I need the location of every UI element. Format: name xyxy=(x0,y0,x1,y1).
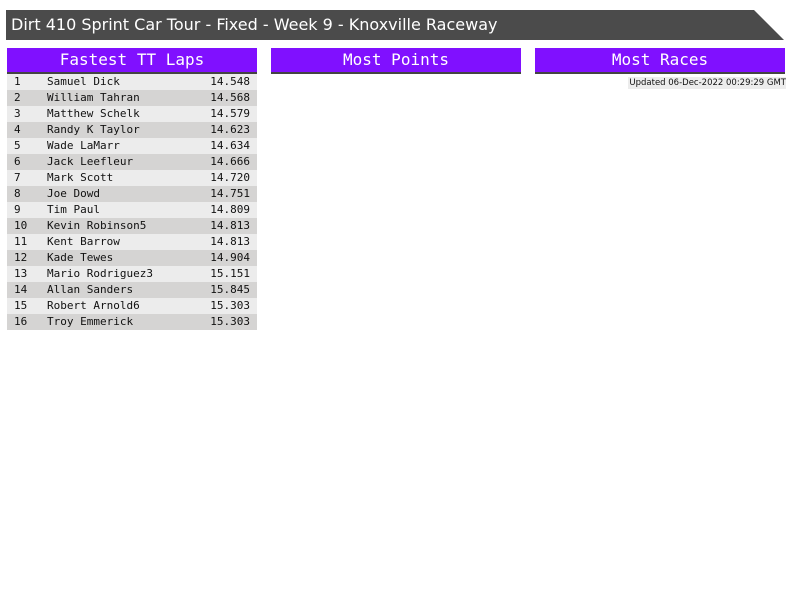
table-row: 4 Randy K Taylor 14.623 xyxy=(7,122,257,138)
lap-time-cell: 14.579 xyxy=(210,107,250,120)
driver-name-cell: Kent Barrow xyxy=(47,235,120,248)
driver-name-cell: Tim Paul xyxy=(47,203,100,216)
page-title: Dirt 410 Sprint Car Tour - Fixed - Week … xyxy=(6,10,784,40)
table-row: 16 Troy Emmerick 15.303 xyxy=(7,314,257,330)
table-row: 3 Matthew Schelk 14.579 xyxy=(7,106,257,122)
driver-name-cell: Kade Tewes xyxy=(47,251,114,264)
rank-cell: 2 xyxy=(14,91,21,104)
lap-time-cell: 15.303 xyxy=(210,315,250,328)
lap-time-cell: 14.568 xyxy=(210,91,250,104)
lap-time-cell: 15.303 xyxy=(210,299,250,312)
rank-cell: 1 xyxy=(14,75,21,88)
lap-time-cell: 14.813 xyxy=(210,235,250,248)
rank-cell: 15 xyxy=(14,299,28,312)
rank-cell: 3 xyxy=(14,107,21,120)
lap-time-cell: 14.720 xyxy=(210,171,250,184)
table-row: 11 Kent Barrow 14.813 xyxy=(7,234,257,250)
rank-cell: 10 xyxy=(14,219,28,232)
table-row: 8 Joe Dowd 14.751 xyxy=(7,186,257,202)
lap-time-cell: 14.548 xyxy=(210,75,250,88)
lap-time-cell: 14.751 xyxy=(210,187,250,200)
rank-cell: 16 xyxy=(14,315,28,328)
rank-cell: 13 xyxy=(14,267,28,280)
lap-time-cell: 14.904 xyxy=(210,251,250,264)
driver-name-cell: William Tahran xyxy=(47,91,140,104)
driver-name-cell: Troy Emmerick xyxy=(47,315,134,328)
table-row: 1 Samuel Dick 14.548 xyxy=(7,74,257,90)
driver-name-cell: Wade LaMarr xyxy=(47,139,120,152)
lap-time-cell: 15.845 xyxy=(210,283,250,296)
lap-time-cell: 14.623 xyxy=(210,123,250,136)
updated-timestamp: Updated 06-Dec-2022 00:29:29 GMT xyxy=(628,77,786,89)
table-row: 15 Robert Arnold6 15.303 xyxy=(7,298,257,314)
rank-cell: 8 xyxy=(14,187,21,200)
table-row: 9 Tim Paul 14.809 xyxy=(7,202,257,218)
rank-cell: 9 xyxy=(14,203,21,216)
table-row: 5 Wade LaMarr 14.634 xyxy=(7,138,257,154)
fastest-laps-panel: Fastest TT Laps 1 Samuel Dick 14.548 2 Willi… xyxy=(7,48,257,330)
driver-name-cell: Mark Scott xyxy=(47,171,114,184)
lap-time-cell: 14.809 xyxy=(210,203,250,216)
table-row: 7 Mark Scott 14.720 xyxy=(7,170,257,186)
fastest-laps-table: 1 Samuel Dick 14.548 2 William Tahran 14.568 3… xyxy=(7,74,257,330)
lap-time-cell: 14.634 xyxy=(210,139,250,152)
rank-cell: 5 xyxy=(14,139,21,152)
most-races-panel: Most Races xyxy=(535,48,785,74)
table-row: 10 Kevin Robinson5 14.813 xyxy=(7,218,257,234)
driver-name-cell: Mario Rodriguez3 xyxy=(47,267,153,280)
most-races-header: Most Races xyxy=(535,48,785,74)
rank-cell: 11 xyxy=(14,235,28,248)
most-points-header: Most Points xyxy=(271,48,521,74)
rank-cell: 12 xyxy=(14,251,28,264)
driver-name-cell: Joe Dowd xyxy=(47,187,100,200)
driver-name-cell: Kevin Robinson5 xyxy=(47,219,147,232)
rank-cell: 4 xyxy=(14,123,21,136)
lap-time-cell: 15.151 xyxy=(210,267,250,280)
driver-name-cell: Randy K Taylor xyxy=(47,123,140,136)
table-row: 13 Mario Rodriguez3 15.151 xyxy=(7,266,257,282)
driver-name-cell: Samuel Dick xyxy=(47,75,120,88)
table-row: 12 Kade Tewes 14.904 xyxy=(7,250,257,266)
rank-cell: 14 xyxy=(14,283,28,296)
driver-name-cell: Jack Leefleur xyxy=(47,155,134,168)
table-row: 6 Jack Leefleur 14.666 xyxy=(7,154,257,170)
driver-name-cell: Robert Arnold6 xyxy=(47,299,140,312)
fastest-laps-header: Fastest TT Laps xyxy=(7,48,257,74)
driver-name-cell: Allan Sanders xyxy=(47,283,134,296)
lap-time-cell: 14.666 xyxy=(210,155,250,168)
most-points-panel: Most Points xyxy=(271,48,521,74)
table-row: 14 Allan Sanders 15.845 xyxy=(7,282,257,298)
driver-name-cell: Matthew Schelk xyxy=(47,107,140,120)
table-row: 2 William Tahran 14.568 xyxy=(7,90,257,106)
lap-time-cell: 14.813 xyxy=(210,219,250,232)
rank-cell: 6 xyxy=(14,155,21,168)
rank-cell: 7 xyxy=(14,171,21,184)
